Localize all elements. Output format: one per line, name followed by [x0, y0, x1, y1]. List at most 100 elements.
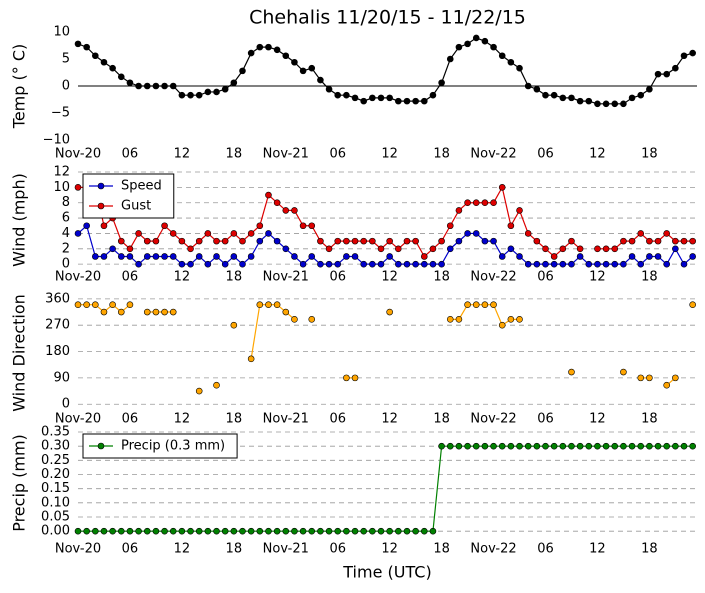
- data-point: [325, 260, 333, 268]
- data-point: [117, 527, 125, 535]
- data-point: [576, 442, 584, 450]
- data-point: [646, 85, 653, 93]
- data-point: [455, 237, 463, 245]
- data-point: [247, 230, 255, 237]
- data-point: [265, 527, 272, 535]
- data-point: [464, 230, 471, 237]
- y-tick-label: 180: [45, 344, 70, 359]
- data-point: [369, 94, 376, 102]
- data-point: [464, 40, 471, 48]
- data-point: [317, 237, 324, 245]
- data-point: [680, 237, 688, 245]
- data-point: [360, 527, 367, 535]
- data-point: [559, 245, 567, 253]
- data-point: [273, 46, 281, 54]
- data-point: [585, 260, 593, 268]
- data-point: [334, 91, 342, 99]
- x-tick-label: Nov-21: [263, 542, 309, 557]
- data-point: [472, 301, 480, 309]
- x-tick-label: 18: [226, 147, 243, 162]
- data-point: [135, 82, 142, 90]
- data-point: [265, 43, 272, 51]
- x-tick-label: 12: [589, 542, 606, 557]
- data-point: [429, 260, 437, 268]
- data-point: [524, 230, 532, 237]
- data-point: [654, 70, 662, 78]
- data-point: [126, 527, 134, 535]
- data-point: [395, 260, 402, 268]
- data-point: [672, 374, 679, 382]
- data-point: [637, 374, 645, 382]
- data-point: [672, 442, 679, 450]
- data-point: [74, 527, 82, 535]
- data-point: [273, 301, 281, 309]
- x-tick-label: 06: [122, 270, 139, 285]
- data-point: [594, 260, 601, 268]
- y-tick-label: 0.20: [41, 467, 70, 482]
- x-tick-label: 12: [589, 270, 606, 285]
- data-point: [256, 43, 264, 51]
- data-point: [265, 191, 272, 199]
- data-point: [455, 442, 463, 450]
- x-tick-label: 06: [537, 412, 554, 427]
- data-point: [611, 245, 619, 253]
- data-point: [256, 301, 264, 309]
- y-axis-label: Temp (° C): [10, 44, 29, 129]
- data-point: [455, 207, 463, 214]
- data-point: [369, 260, 376, 268]
- data-point: [100, 253, 108, 260]
- data-point: [646, 442, 653, 450]
- x-tick-label: 18: [226, 412, 243, 427]
- data-point: [239, 237, 246, 245]
- data-point: [568, 442, 575, 450]
- data-point: [533, 85, 541, 93]
- data-point: [637, 442, 645, 450]
- data-point: [282, 245, 290, 253]
- data-point: [143, 237, 151, 245]
- data-point: [533, 260, 541, 268]
- data-point: [351, 237, 359, 245]
- data-point: [620, 442, 627, 450]
- x-tick-label: 18: [226, 542, 243, 557]
- data-point: [291, 253, 298, 260]
- data-point: [152, 253, 160, 260]
- y-axis-label: Wind (mph): [10, 173, 29, 267]
- data-point: [92, 527, 99, 535]
- data-point: [377, 527, 385, 535]
- data-point: [481, 199, 489, 207]
- data-point: [204, 230, 212, 237]
- data-point: [126, 79, 134, 87]
- data-point: [143, 82, 151, 90]
- data-point: [611, 100, 619, 108]
- data-point: [498, 321, 506, 329]
- data-point: [377, 245, 385, 253]
- y-tick-label: 10: [53, 25, 70, 40]
- data-point: [654, 237, 662, 245]
- x-tick-label: 12: [381, 147, 398, 162]
- data-point: [178, 260, 186, 268]
- y-tick-label: 360: [45, 291, 70, 306]
- data-point: [221, 260, 229, 268]
- data-point: [351, 374, 359, 382]
- y-tick-label: 0.30: [41, 439, 70, 454]
- y-tick-label: 10: [53, 180, 70, 195]
- data-point: [602, 100, 610, 108]
- data-point: [299, 222, 307, 230]
- data-point: [282, 52, 290, 60]
- data-point: [438, 442, 445, 450]
- data-point: [438, 260, 445, 268]
- x-tick-label: 12: [174, 270, 191, 285]
- legend-swatch: [97, 442, 105, 450]
- y-tick-label: 0: [62, 397, 70, 412]
- data-point: [689, 253, 696, 260]
- data-point: [628, 442, 636, 450]
- y-tick-label: −5: [51, 106, 70, 121]
- data-point: [628, 253, 636, 260]
- data-point: [109, 245, 116, 253]
- data-point: [420, 253, 428, 260]
- data-point: [377, 94, 385, 102]
- data-point: [334, 237, 342, 245]
- data-point: [654, 442, 662, 450]
- data-point: [542, 91, 549, 99]
